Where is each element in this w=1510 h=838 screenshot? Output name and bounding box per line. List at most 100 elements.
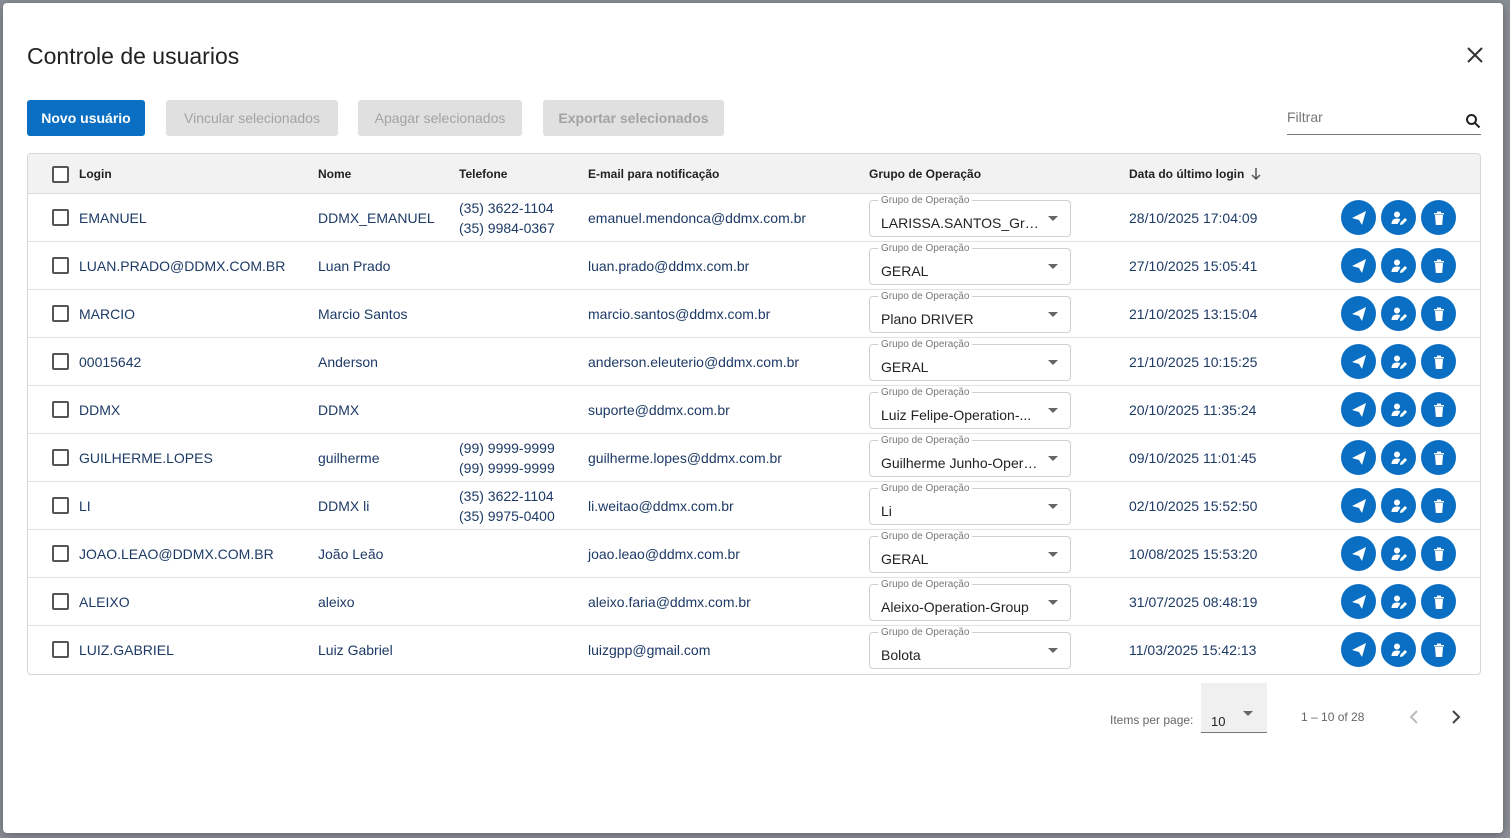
grupo-select[interactable]: Grupo de Operação Plano DRIVER: [869, 291, 1071, 333]
edit-user-button[interactable]: [1381, 584, 1416, 619]
search-icon[interactable]: [1465, 113, 1481, 129]
email-cell: joao.leao@ddmx.com.br: [588, 530, 740, 578]
send-button[interactable]: [1341, 392, 1376, 427]
row-checkbox[interactable]: [52, 209, 69, 226]
row-checkbox[interactable]: [52, 497, 69, 514]
delete-user-button[interactable]: [1421, 488, 1456, 523]
trash-icon: [1433, 307, 1444, 321]
row-checkbox[interactable]: [52, 257, 69, 274]
send-button[interactable]: [1341, 248, 1376, 283]
send-button[interactable]: [1341, 296, 1376, 331]
edit-user-button[interactable]: [1381, 536, 1416, 571]
delete-user-button[interactable]: [1421, 392, 1456, 427]
grupo-label: Grupo de Operação: [878, 531, 973, 542]
telefone-cell: (35) 3622-1104 (35) 9975-0400: [459, 482, 555, 530]
grupo-select[interactable]: Grupo de Operação Aleixo-Operation-Group: [869, 579, 1071, 621]
send-button[interactable]: [1341, 200, 1376, 235]
header-data[interactable]: Data do último login: [1129, 154, 1262, 194]
edit-user-button[interactable]: [1381, 296, 1416, 331]
grupo-value: GERAL: [881, 551, 929, 567]
row-actions: [1341, 488, 1456, 523]
edit-user-button[interactable]: [1381, 632, 1416, 667]
grupo-value: Guilherme Junho-Opera...: [881, 455, 1041, 471]
header-email[interactable]: E-mail para notificação: [588, 167, 720, 181]
row-checkbox[interactable]: [52, 401, 69, 418]
data-text: 10/08/2025 15:53:20: [1129, 546, 1258, 562]
chevron-down-icon: [1048, 264, 1058, 269]
row-checkbox[interactable]: [52, 641, 69, 658]
send-button[interactable]: [1341, 536, 1376, 571]
row-checkbox[interactable]: [52, 449, 69, 466]
delete-user-button[interactable]: [1421, 344, 1456, 379]
row-checkbox[interactable]: [52, 545, 69, 562]
grupo-select[interactable]: Grupo de Operação Bolota: [869, 627, 1071, 669]
row-checkbox[interactable]: [52, 305, 69, 322]
send-icon: [1351, 450, 1366, 465]
delete-user-button[interactable]: [1421, 248, 1456, 283]
email-cell: luan.prado@ddmx.com.br: [588, 242, 749, 290]
login-text: DDMX: [79, 402, 121, 418]
header-nome[interactable]: Nome: [318, 167, 352, 181]
select-all-checkbox[interactable]: [52, 166, 69, 183]
export-selected-button[interactable]: Exportar selecionados: [543, 100, 724, 136]
send-button[interactable]: [1341, 584, 1376, 619]
user-control-dialog: Controle de usuarios Novo usuário Vincul…: [3, 3, 1503, 833]
edit-user-button[interactable]: [1381, 488, 1416, 523]
header-login[interactable]: Login: [79, 167, 112, 181]
grupo-select[interactable]: Grupo de Operação GERAL: [869, 339, 1071, 381]
edit-user-button[interactable]: [1381, 248, 1416, 283]
grupo-select[interactable]: Grupo de Operação GERAL: [869, 243, 1071, 285]
send-button[interactable]: [1341, 344, 1376, 379]
grupo-select[interactable]: Grupo de Operação LARISSA.SANTOS_Grup...: [869, 195, 1071, 237]
delete-user-button[interactable]: [1421, 200, 1456, 235]
paginator: Items per page: 10 1 – 10 of 28: [1103, 683, 1473, 733]
user-edit-icon: [1391, 259, 1407, 273]
email-text: aleixo.faria@ddmx.com.br: [588, 594, 751, 610]
send-button[interactable]: [1341, 488, 1376, 523]
grupo-select[interactable]: Grupo de Operação Guilherme Junho-Opera.…: [869, 435, 1071, 477]
grupo-select[interactable]: Grupo de Operação Li: [869, 483, 1071, 525]
header-telefone[interactable]: Telefone: [459, 167, 508, 181]
edit-user-button[interactable]: [1381, 200, 1416, 235]
new-user-button[interactable]: Novo usuário: [27, 100, 145, 136]
grupo-select[interactable]: Grupo de Operação Luiz Felipe-Operation-…: [869, 387, 1071, 429]
nome-cell: Luiz Gabriel: [318, 626, 393, 674]
row-checkbox[interactable]: [52, 593, 69, 610]
delete-user-button[interactable]: [1421, 632, 1456, 667]
email-cell: suporte@ddmx.com.br: [588, 386, 730, 434]
nome-cell: Luan Prado: [318, 242, 390, 290]
login-cell: LI: [79, 482, 91, 530]
close-icon[interactable]: [1463, 43, 1487, 67]
page-range: 1 – 10 of 28: [1301, 710, 1365, 724]
delete-user-button[interactable]: [1421, 584, 1456, 619]
edit-user-button[interactable]: [1381, 392, 1416, 427]
send-button[interactable]: [1341, 632, 1376, 667]
delete-user-button[interactable]: [1421, 536, 1456, 571]
previous-page-icon[interactable]: [1405, 707, 1425, 727]
send-button[interactable]: [1341, 440, 1376, 475]
grupo-label: Grupo de Operação: [878, 579, 973, 590]
delete-user-button[interactable]: [1421, 296, 1456, 331]
edit-user-button[interactable]: [1381, 440, 1416, 475]
link-selected-button[interactable]: Vincular selecionados: [166, 100, 338, 136]
next-page-icon[interactable]: [1445, 707, 1465, 727]
delete-selected-button[interactable]: Apagar selecionados: [358, 100, 522, 136]
row-checkbox[interactable]: [52, 353, 69, 370]
login-cell: ALEIXO: [79, 578, 130, 626]
items-per-page-select[interactable]: 10: [1201, 683, 1267, 733]
data-cell: 09/10/2025 11:01:45: [1129, 434, 1256, 482]
nome-cell: Marcio Santos: [318, 290, 407, 338]
delete-user-button[interactable]: [1421, 440, 1456, 475]
edit-user-button[interactable]: [1381, 344, 1416, 379]
email-text: suporte@ddmx.com.br: [588, 402, 730, 418]
header-grupo[interactable]: Grupo de Operação: [869, 167, 982, 181]
login-text: MARCIO: [79, 306, 135, 322]
grupo-value: Luiz Felipe-Operation-...: [881, 407, 1032, 423]
login-cell: EMANUEL: [79, 194, 147, 242]
email-cell: anderson.eleuterio@ddmx.com.br: [588, 338, 799, 386]
filter-input[interactable]: [1287, 103, 1457, 131]
header-data-label: Data do último login: [1129, 167, 1245, 181]
user-edit-icon: [1391, 499, 1407, 513]
grupo-select[interactable]: Grupo de Operação GERAL: [869, 531, 1071, 573]
nome-text: DDMX li: [318, 498, 370, 514]
